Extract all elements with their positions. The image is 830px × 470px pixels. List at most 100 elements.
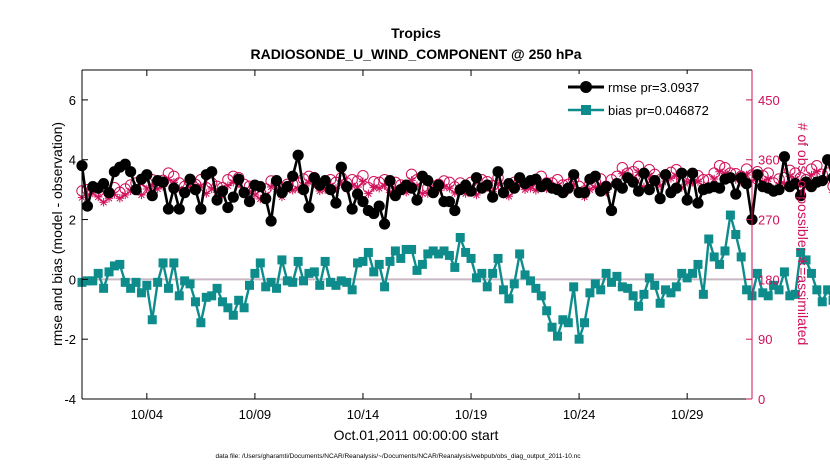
bias-point xyxy=(655,298,665,308)
rmse-point xyxy=(643,184,655,196)
bias-point xyxy=(315,280,325,290)
bias-point xyxy=(742,285,752,295)
rmse-point xyxy=(189,184,202,196)
rmse-point xyxy=(141,169,153,181)
bias-point xyxy=(455,232,465,242)
y-left-tick-label: 6 xyxy=(69,93,76,108)
y-right-tick-label: 360 xyxy=(758,153,780,168)
bias-point xyxy=(477,268,487,278)
rmse-point xyxy=(778,151,791,163)
bias-point xyxy=(580,318,589,328)
obs-assimilated-point xyxy=(445,184,454,193)
rmse-point xyxy=(179,187,191,199)
bias-point xyxy=(223,303,233,313)
bias-point xyxy=(796,247,806,257)
rmse-point xyxy=(146,190,158,202)
rmse-point xyxy=(303,201,315,214)
rmse-point xyxy=(406,182,418,194)
bias-point xyxy=(326,277,336,287)
rmse-point xyxy=(270,175,283,187)
obs-assimilated-point xyxy=(94,192,103,202)
bias-point xyxy=(525,276,535,286)
bias-point xyxy=(380,282,390,292)
bias-point xyxy=(353,258,363,268)
rmse-point xyxy=(686,167,699,179)
bias-point xyxy=(342,277,352,287)
bias-point xyxy=(731,230,741,239)
y-right-tick-label: 90 xyxy=(758,332,772,347)
x-tick-label: 10/04 xyxy=(131,407,164,422)
bias-point xyxy=(369,267,379,277)
bias-point xyxy=(277,255,287,265)
bias-point xyxy=(185,279,195,289)
obs-assimilated-point xyxy=(807,170,816,180)
bias-point xyxy=(536,291,546,301)
rmse-point xyxy=(330,197,342,209)
bias-point xyxy=(131,277,141,287)
rmse-point xyxy=(600,181,612,193)
rmse-point xyxy=(297,184,310,196)
rmse-point xyxy=(254,181,266,193)
bias-markers xyxy=(77,210,830,344)
rmse-point xyxy=(795,190,807,202)
rmse-point xyxy=(292,149,304,161)
obs-assimilated-point xyxy=(115,194,125,203)
rmse-point xyxy=(659,169,672,181)
rmse-point xyxy=(125,166,137,178)
bias-point xyxy=(639,289,649,299)
bias-point xyxy=(471,273,481,283)
bias-point xyxy=(758,288,768,298)
bias-point xyxy=(661,285,671,295)
bias-point xyxy=(493,253,503,263)
rmse-point xyxy=(568,169,580,181)
legend: rmse pr=3.0937 bias pr=0.046872 xyxy=(562,74,746,124)
rmse-point xyxy=(222,201,234,214)
bias-point xyxy=(709,252,719,262)
obs-assimilated-point xyxy=(812,167,822,176)
bias-point xyxy=(120,277,130,287)
bias-point xyxy=(590,279,600,289)
rmse-point xyxy=(195,203,207,215)
bias-point xyxy=(498,285,508,295)
chart-title: Tropics xyxy=(391,25,441,41)
rmse-point xyxy=(724,172,736,184)
bias-point xyxy=(336,276,346,286)
rmse-point xyxy=(233,173,245,185)
bias-point xyxy=(779,267,789,277)
bias-point xyxy=(450,262,460,272)
x-tick-label: 10/29 xyxy=(671,407,704,422)
bias-point xyxy=(82,276,92,286)
rmse-point xyxy=(346,203,358,215)
bias-point xyxy=(688,268,698,278)
rmse-point xyxy=(341,181,353,193)
rmse-point xyxy=(487,191,499,203)
bias-point xyxy=(715,259,725,269)
bias-point xyxy=(99,283,109,293)
rmse-point xyxy=(211,194,223,206)
bias-point xyxy=(261,282,271,292)
bias-point xyxy=(412,265,422,275)
rmse-point xyxy=(319,175,331,187)
legend-rmse-label: rmse pr=3.0937 xyxy=(608,80,699,95)
bias-point xyxy=(515,249,525,259)
bias-point xyxy=(769,280,779,290)
bias-point xyxy=(617,282,627,292)
rmse-point xyxy=(562,182,574,194)
bias-point xyxy=(201,292,211,302)
rmse-point xyxy=(384,175,396,187)
bias-point xyxy=(423,249,433,259)
bias-point xyxy=(569,282,579,292)
bias-point xyxy=(628,291,638,301)
bias-point xyxy=(93,268,103,278)
bias-point xyxy=(461,247,471,257)
bias-point xyxy=(115,259,125,269)
bias-point xyxy=(488,268,498,278)
rmse-markers xyxy=(76,149,830,230)
rmse-point xyxy=(616,182,628,194)
bias-point xyxy=(217,297,227,307)
bias-point xyxy=(434,249,444,259)
bias-point xyxy=(234,295,244,305)
rmse-point xyxy=(373,200,385,212)
bias-point xyxy=(444,250,454,260)
rmse-point xyxy=(433,179,445,191)
